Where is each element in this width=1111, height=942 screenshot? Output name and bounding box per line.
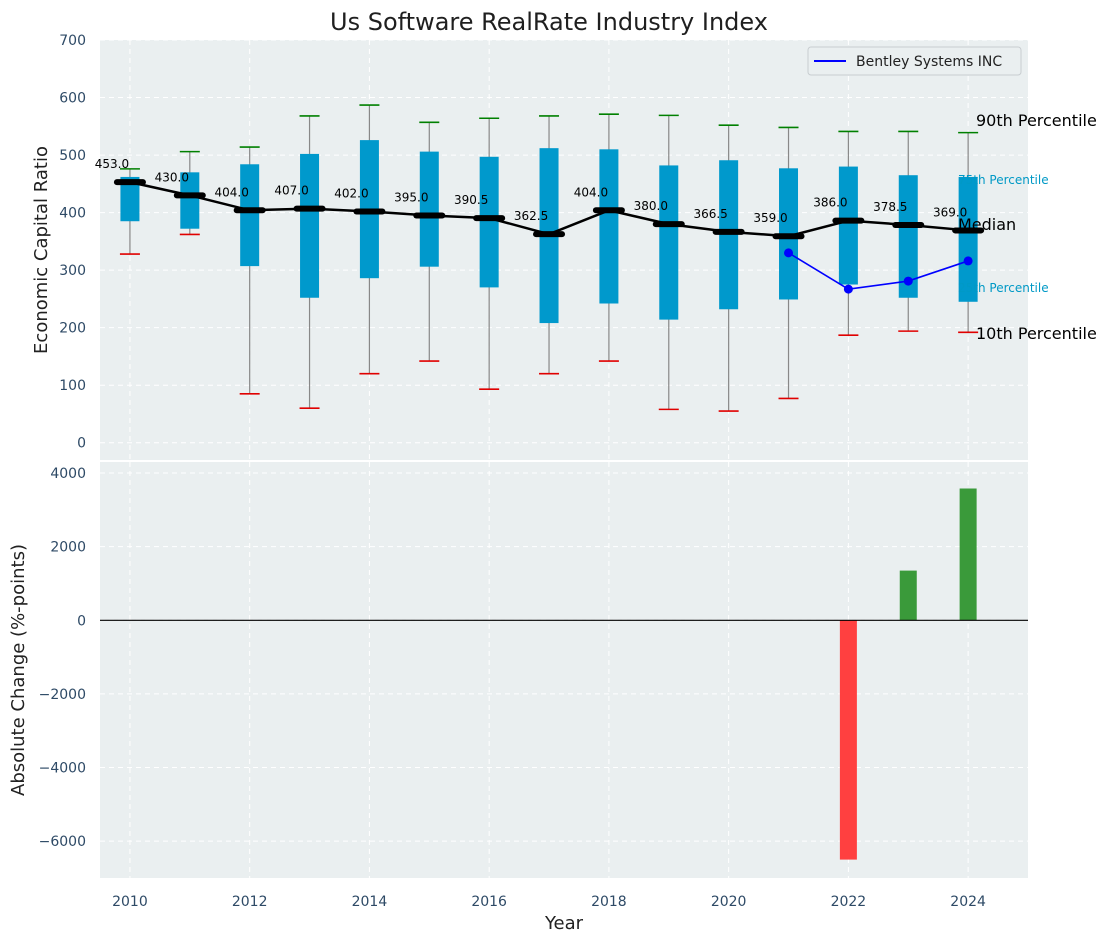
x-tick-label: 2024 xyxy=(950,894,986,910)
company-point xyxy=(784,248,794,258)
box-2023 xyxy=(898,130,919,332)
company-point xyxy=(963,256,973,266)
x-tick-label: 2020 xyxy=(711,894,747,910)
percentile-annotations: 90th Percentile 75th Percentile Median 2… xyxy=(958,111,1097,343)
company-point xyxy=(843,284,853,294)
median-value-label: 407.0 xyxy=(274,184,308,198)
iqr-box xyxy=(240,164,260,267)
x-axis-label: Year xyxy=(544,913,584,934)
x-tick-label: 2010 xyxy=(112,894,148,910)
x-tick-label: 2012 xyxy=(232,894,268,910)
median-annotation: Median xyxy=(958,215,1016,234)
p75-annotation: 75th Percentile xyxy=(958,173,1049,187)
legend-box xyxy=(807,46,1022,76)
iqr-box xyxy=(838,166,858,285)
iqr-box xyxy=(180,172,200,229)
box-2015 xyxy=(419,121,440,362)
chart-title: Us Software RealRate Industry Index xyxy=(330,8,768,36)
company-point xyxy=(903,276,913,286)
median-value-label: 402.0 xyxy=(334,186,368,200)
box-2012 xyxy=(239,146,260,395)
box-plots xyxy=(119,104,979,412)
median-value-label: 359.0 xyxy=(753,211,787,225)
change-bars xyxy=(839,488,977,860)
iqr-box xyxy=(300,153,320,298)
bottom-y-axis-label: Absolute Change (%-points) xyxy=(8,544,29,796)
iqr-box xyxy=(479,156,499,288)
company-line xyxy=(788,252,969,290)
median-series: 453.0 430.0 404.0 407.0 402.0 395.0 390.5 362.5… xyxy=(95,157,985,240)
box-2010 xyxy=(119,168,140,255)
change-bar-2022 xyxy=(839,620,857,860)
x-tick-label: 2022 xyxy=(831,894,867,910)
median-value-label: 362.5 xyxy=(514,209,548,223)
iqr-box xyxy=(659,165,679,320)
y-tick-label: −2000 xyxy=(39,687,86,703)
median-value-label: 404.0 xyxy=(214,185,248,199)
box-2019 xyxy=(658,114,679,411)
iqr-box xyxy=(898,175,918,298)
median-value-label: 453.0 xyxy=(95,157,129,171)
median-value-label: 386.0 xyxy=(813,196,847,210)
y-tick-label: 600 xyxy=(59,91,86,107)
bottom-panel-bg xyxy=(100,462,1028,878)
box-2013 xyxy=(299,115,320,410)
y-tick-label: 2000 xyxy=(50,540,86,556)
median-value-label: 404.0 xyxy=(574,185,608,199)
p90-annotation: 90th Percentile xyxy=(976,111,1097,130)
top-y-ticks: 0 100 200 300 400 500 600 700 xyxy=(59,33,86,452)
median-value-label: 395.0 xyxy=(394,190,428,204)
x-tick-label: 2014 xyxy=(352,894,388,910)
median-value-label: 390.5 xyxy=(454,193,488,207)
iqr-box xyxy=(958,176,978,302)
p10-annotation: 10th Percentile xyxy=(976,324,1097,343)
y-tick-label: 0 xyxy=(77,613,86,629)
y-tick-label: 400 xyxy=(59,206,86,222)
x-ticks: 2010 2012 2014 2016 2018 2020 2022 2024 xyxy=(112,894,986,910)
iqr-box xyxy=(120,176,140,222)
iqr-box xyxy=(419,151,439,267)
box-2016 xyxy=(479,117,500,391)
y-tick-label: 0 xyxy=(77,436,86,452)
y-tick-label: 500 xyxy=(59,148,86,164)
median-value-label: 369.0 xyxy=(933,205,967,219)
company-series xyxy=(784,248,973,294)
median-value-label: 366.5 xyxy=(693,207,727,221)
y-tick-label: −4000 xyxy=(39,761,86,777)
legend: Bentley Systems INC xyxy=(807,46,1022,76)
legend-label: Bentley Systems INC xyxy=(856,54,1002,70)
iqr-box xyxy=(599,149,619,304)
top-panel-bg xyxy=(100,40,1028,460)
y-tick-label: 200 xyxy=(59,321,86,337)
y-tick-label: 700 xyxy=(59,33,86,49)
median-value-label: 380.0 xyxy=(634,199,668,213)
box-2022 xyxy=(838,130,859,336)
x-tick-label: 2018 xyxy=(591,894,627,910)
y-tick-label: 4000 xyxy=(50,466,86,482)
y-tick-label: 100 xyxy=(59,378,86,394)
median-value-label: 378.5 xyxy=(873,200,907,214)
y-tick-label: −6000 xyxy=(39,834,86,850)
bottom-y-ticks: −6000 −4000 −2000 0 2000 4000 xyxy=(39,466,86,850)
box-2018 xyxy=(598,113,619,362)
p25-annotation: 25th Percentile xyxy=(958,281,1049,295)
top-y-axis-label: Economic Capital Ratio xyxy=(31,146,52,354)
change-bar-2023 xyxy=(899,570,917,621)
change-bar-2024 xyxy=(959,488,977,621)
y-tick-label: 300 xyxy=(59,263,86,279)
median-value-label: 430.0 xyxy=(155,170,189,184)
x-tick-label: 2016 xyxy=(471,894,507,910)
